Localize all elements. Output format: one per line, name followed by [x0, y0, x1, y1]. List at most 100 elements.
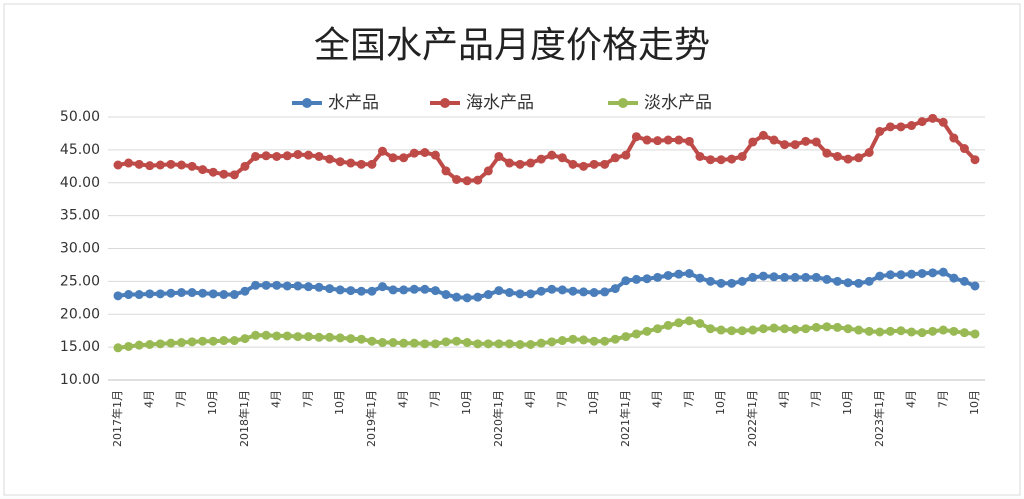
data-point [579, 287, 589, 297]
data-point [790, 272, 800, 282]
y-tick-label: 15.00 [60, 339, 100, 355]
data-point [325, 154, 335, 164]
data-point [293, 281, 303, 291]
data-point [674, 135, 684, 145]
data-point [716, 325, 726, 335]
data-point [610, 334, 620, 344]
data-point [536, 154, 546, 164]
data-point [504, 339, 514, 349]
data-point [399, 285, 409, 295]
data-point [420, 148, 430, 158]
data-point [589, 288, 599, 298]
y-tick-label: 50.00 [60, 109, 100, 125]
data-point [251, 151, 261, 161]
x-tick-label: 2020年1月 [491, 390, 505, 447]
data-point [282, 281, 292, 291]
data-point [113, 291, 123, 301]
data-point [494, 151, 504, 161]
data-point [780, 272, 790, 282]
data-point [430, 339, 440, 349]
data-point [928, 326, 938, 336]
data-point [303, 282, 313, 292]
data-point [885, 270, 895, 280]
data-point [388, 285, 398, 295]
data-point [769, 323, 779, 333]
data-point [483, 166, 493, 176]
data-point [229, 170, 239, 180]
data-point [917, 117, 927, 127]
data-point [811, 322, 821, 332]
x-tick-label: 2019年1月 [364, 390, 378, 447]
data-point [557, 285, 567, 295]
x-tick-label: 4月 [905, 390, 918, 408]
data-point [695, 151, 705, 161]
data-point [388, 153, 398, 163]
series-line [117, 116, 977, 183]
data-point [610, 153, 620, 163]
data-point [314, 151, 324, 161]
data-point [198, 165, 208, 175]
data-point [631, 274, 641, 284]
data-point [600, 336, 610, 346]
data-point [187, 288, 197, 298]
data-point [208, 289, 218, 299]
data-point [684, 316, 694, 326]
legend-label: 海水产品 [466, 93, 534, 113]
x-tick-label: 4月 [524, 390, 537, 408]
data-point [705, 276, 715, 286]
data-point [663, 320, 673, 330]
data-point [663, 135, 673, 145]
x-tick-label: 7月 [301, 390, 314, 408]
data-point [832, 151, 842, 161]
data-point [240, 286, 250, 296]
data-point [176, 338, 186, 348]
data-point [293, 149, 303, 159]
data-point [642, 274, 652, 284]
data-point [251, 330, 261, 340]
data-point [653, 136, 663, 146]
y-tick-label: 20.00 [60, 306, 100, 322]
data-point [272, 151, 282, 161]
data-point [970, 155, 980, 165]
data-point [875, 271, 885, 281]
data-point [727, 326, 737, 336]
data-point [346, 158, 356, 168]
x-tick-label: 7月 [428, 390, 441, 408]
data-point [462, 176, 472, 186]
data-point [219, 290, 229, 300]
data-point [293, 332, 303, 342]
data-point [949, 326, 959, 336]
data-point [462, 293, 472, 303]
data-point [748, 272, 758, 282]
data-point [579, 335, 589, 345]
data-point [526, 339, 536, 349]
y-tick-label: 10.00 [60, 372, 100, 388]
data-point [155, 339, 165, 349]
data-point [589, 159, 599, 169]
x-tick-label: 7月 [682, 390, 695, 408]
legend-marker [440, 98, 450, 108]
x-tick-label: 4月 [143, 390, 156, 408]
data-point [261, 330, 271, 340]
data-point [536, 338, 546, 348]
data-point [314, 332, 324, 342]
chart-title: 全国水产品月度价格走势 [314, 25, 710, 66]
data-point [949, 273, 959, 283]
data-point [515, 159, 525, 169]
data-point [938, 267, 948, 277]
data-point [113, 160, 123, 170]
data-point [907, 327, 917, 337]
data-point [864, 276, 874, 286]
data-point [124, 341, 134, 351]
legend-label: 淡水产品 [644, 93, 712, 113]
data-point [219, 169, 229, 179]
data-point [970, 281, 980, 291]
data-point [589, 336, 599, 346]
data-point [695, 273, 705, 283]
data-point [378, 282, 388, 292]
data-point [653, 272, 663, 282]
legend-label: 水产品 [328, 93, 379, 113]
data-point [187, 337, 197, 347]
data-point [494, 339, 504, 349]
data-point [208, 167, 218, 177]
